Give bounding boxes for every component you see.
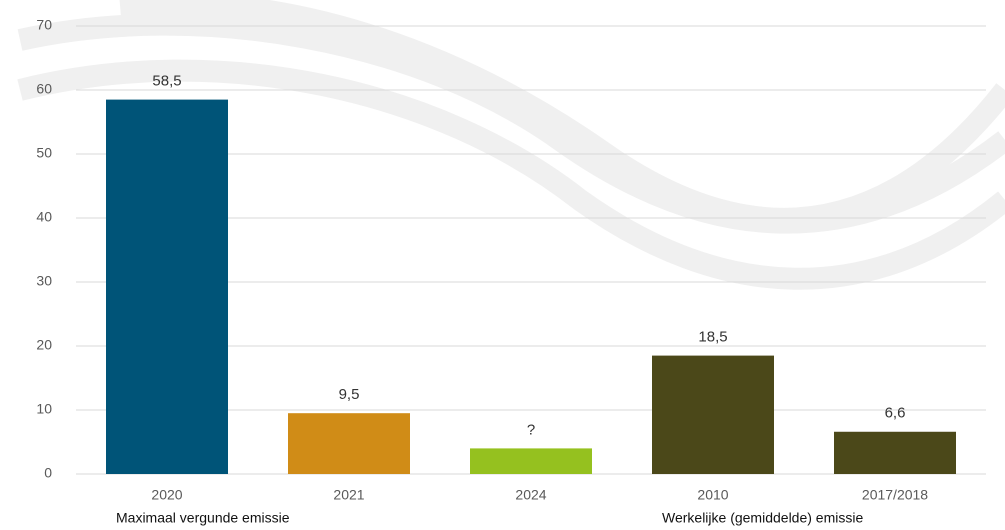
bar bbox=[288, 413, 410, 474]
y-tick-label: 50 bbox=[36, 145, 52, 161]
value-label: 18,5 bbox=[698, 329, 727, 346]
y-tick-label: 20 bbox=[36, 337, 52, 353]
group-label: Werkelijke (gemiddelde) emissie bbox=[662, 510, 863, 526]
x-tick-label: 2020 bbox=[151, 487, 182, 503]
value-label: 58,5 bbox=[152, 73, 181, 90]
y-tick-label: 0 bbox=[44, 465, 52, 481]
x-tick-label: 2021 bbox=[333, 487, 364, 503]
x-tick-label: 2010 bbox=[697, 487, 728, 503]
y-tick-label: 70 bbox=[36, 17, 52, 33]
bar bbox=[106, 99, 228, 474]
y-tick-label: 30 bbox=[36, 273, 52, 289]
value-label: 6,6 bbox=[885, 405, 906, 422]
bar bbox=[470, 448, 592, 474]
bar bbox=[834, 431, 956, 474]
bar bbox=[652, 355, 774, 474]
background-swoosh bbox=[17, 0, 1005, 290]
value-label: 9,5 bbox=[339, 386, 360, 403]
x-tick-label: 2024 bbox=[515, 487, 546, 503]
value-label: ? bbox=[527, 421, 535, 438]
x-tick-label: 2017/2018 bbox=[862, 487, 928, 503]
y-tick-label: 40 bbox=[36, 209, 52, 225]
y-tick-label: 60 bbox=[36, 81, 52, 97]
y-tick-label: 10 bbox=[36, 401, 52, 417]
group-label: Maximaal vergunde emissie bbox=[116, 510, 290, 526]
